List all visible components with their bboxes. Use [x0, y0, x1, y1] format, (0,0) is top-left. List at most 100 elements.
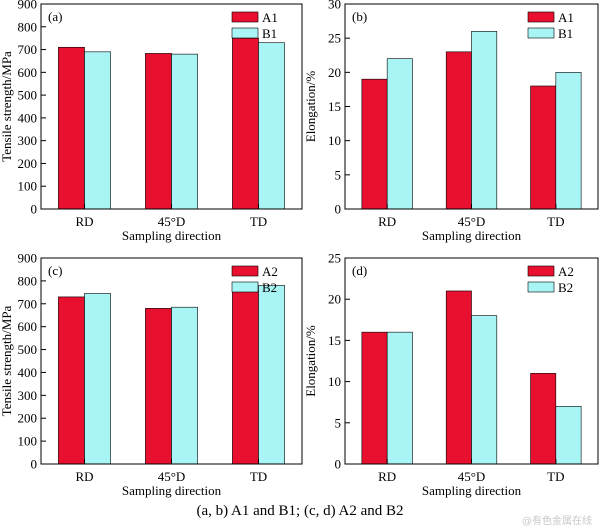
bar-a1-1: [445, 51, 472, 210]
bar-b1-2: [555, 72, 582, 210]
x-tick-label: 45°D: [458, 214, 486, 229]
legend-swatch: [527, 27, 555, 39]
legend-swatch: [527, 281, 555, 293]
y-tick-label: 100: [18, 434, 38, 449]
y-tick-label: 25: [328, 31, 341, 46]
legend-label: A2: [558, 264, 574, 279]
bar-b1-1: [471, 31, 498, 210]
y-tick-label: 0: [31, 457, 38, 472]
y-tick-label: 800: [18, 19, 38, 34]
bar-b2-2: [258, 285, 285, 465]
legend-swatch: [231, 281, 259, 293]
panel-label: (d): [352, 263, 367, 278]
y-axis-title: Tensile strength/MPa: [0, 305, 14, 416]
legend-swatch: [231, 27, 259, 39]
bar-b2-0: [84, 293, 111, 465]
x-tick-label: RD: [75, 214, 93, 229]
legend-label: B2: [262, 280, 277, 295]
bar-a1-2: [530, 85, 557, 210]
bar-a2-2: [530, 373, 557, 465]
legend-label: B2: [558, 280, 573, 295]
panel-label: (c): [48, 263, 62, 278]
y-tick-label: 300: [18, 133, 38, 148]
legend-swatch: [231, 11, 259, 23]
bar-b1-0: [84, 51, 111, 210]
watermark-text: @有色金属在线: [522, 516, 592, 527]
x-axis-title: Sampling direction: [422, 228, 522, 243]
chart-panel-3: RD 45°D TD 0 100 200 300 400 500 600 700 800 900 (c) A…: [0, 251, 303, 498]
chart-panel-1: RD 45°D TD 0 100 200 300 400 500 600 700 800 900 (a) A…: [0, 0, 303, 243]
x-tick-label: TD: [250, 214, 267, 229]
x-tick-label: TD: [547, 469, 564, 484]
bar-a2-1: [145, 308, 172, 465]
plot-frame: [40, 3, 303, 210]
bar-a2-0: [58, 296, 85, 465]
bar-b1-2: [258, 42, 285, 210]
plot-frame: [40, 257, 303, 465]
legend-label: A1: [558, 10, 574, 25]
panel-label: (a): [48, 9, 62, 24]
y-tick-label: 800: [18, 273, 38, 288]
x-tick-label: RD: [378, 469, 396, 484]
bar-a1-2: [232, 37, 259, 210]
y-tick-label: 15: [328, 333, 341, 348]
legend-label: B1: [262, 26, 277, 41]
bar-b2-2: [555, 406, 582, 465]
x-tick-label: RD: [378, 214, 396, 229]
bar-b1-1: [171, 53, 198, 210]
x-tick-label: 45°D: [458, 469, 486, 484]
y-tick-label: 300: [18, 388, 38, 403]
bar-a2-1: [445, 290, 472, 465]
bar-a1-0: [361, 78, 388, 210]
y-tick-label: 25: [328, 251, 341, 266]
y-tick-label: 600: [18, 319, 38, 334]
bar-a2-0: [361, 331, 388, 465]
bar-b2-0: [386, 331, 413, 465]
y-tick-label: 600: [18, 65, 38, 80]
legend-swatch: [527, 265, 555, 277]
plot-frame: [344, 257, 599, 465]
y-tick-label: 20: [328, 292, 341, 307]
y-tick-label: 900: [18, 0, 38, 12]
x-tick-label: TD: [547, 214, 564, 229]
y-tick-label: 0: [31, 202, 38, 217]
legend-label: A1: [262, 10, 278, 25]
y-tick-label: 700: [18, 296, 38, 311]
y-tick-label: 0: [335, 457, 342, 472]
bar-b2-1: [171, 306, 198, 465]
x-tick-label: 45°D: [158, 469, 186, 484]
figure-caption: (a, b) A1 and B1; (c, d) A2 and B2: [196, 503, 404, 519]
bar-b1-0: [386, 58, 413, 210]
legend-swatch: [527, 11, 555, 23]
y-tick-label: 400: [18, 365, 38, 380]
legend-swatch: [231, 265, 259, 277]
y-tick-label: 500: [18, 88, 38, 103]
y-tick-label: 200: [18, 411, 38, 426]
y-tick-label: 500: [18, 342, 38, 357]
y-tick-label: 0: [335, 202, 342, 217]
x-axis-title: Sampling direction: [122, 483, 222, 498]
y-tick-label: 100: [18, 179, 38, 194]
x-tick-label: RD: [75, 469, 93, 484]
y-axis-title: Elongation/%: [303, 325, 318, 397]
y-tick-label: 10: [328, 374, 341, 389]
bar-b2-1: [471, 315, 498, 465]
y-tick-label: 15: [328, 99, 341, 114]
x-tick-label: 45°D: [158, 214, 186, 229]
bar-a2-2: [232, 289, 259, 465]
y-tick-label: 30: [328, 0, 341, 12]
legend-label: B1: [558, 26, 573, 41]
panel-label: (b): [352, 9, 367, 24]
bar-a1-0: [58, 46, 85, 210]
y-axis-title: Tensile strength/MPa: [0, 51, 14, 162]
bar-a1-1: [145, 53, 172, 210]
y-tick-label: 5: [335, 167, 342, 182]
x-axis-title: Sampling direction: [422, 483, 522, 498]
y-tick-label: 400: [18, 110, 38, 125]
y-axis-title: Elongation/%: [303, 71, 318, 143]
y-tick-label: 700: [18, 42, 38, 57]
y-tick-label: 5: [335, 415, 342, 430]
